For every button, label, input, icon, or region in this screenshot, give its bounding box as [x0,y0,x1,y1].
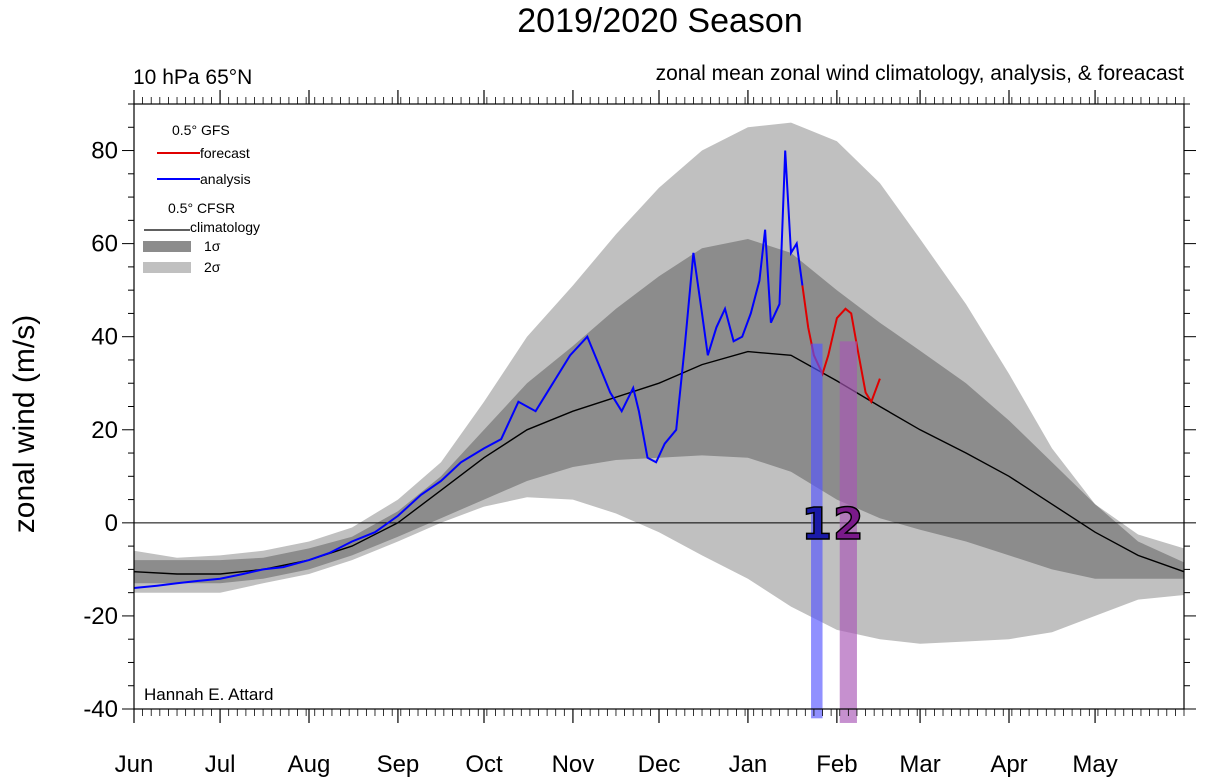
legend-analysis-label: analysis [200,171,251,187]
axis-ticks [122,90,1196,723]
x-tick-label: Jul [205,751,236,778]
y-tick-labels: 80 60 40 20 0 -20 -40 [83,138,118,723]
event-bars [811,341,857,723]
y-tick-label: 80 [91,138,118,165]
x-tick-label: Oct [465,751,503,778]
x-tick-label: Feb [816,751,857,778]
event-bar-1 [811,343,823,719]
event-bar-2 [839,341,857,723]
y-tick-label: 0 [105,510,118,537]
event-label-2: 2 [833,499,864,550]
x-tick-label: Mar [899,751,940,778]
x-tick-label: Apr [990,751,1027,778]
x-tick-label: Nov [552,751,595,778]
legend-sigma2-label: 2σ [204,259,221,275]
event-label-1: 1 [801,499,832,550]
x-tick-label: May [1072,751,1117,778]
x-tick-labels: Jun Jul Aug Sep Oct Nov Dec Jan Feb Mar Apr May [115,751,1118,778]
legend-gfs-header: 0.5° GFS [172,122,230,138]
level-label: 10 hPa 65°N [133,66,252,89]
x-tick-label: Jun [115,751,154,778]
analysis-line [133,150,804,589]
y-tick-label: 40 [91,324,118,351]
legend: 0.5° GFS forecast analysis 0.5° CFSR cli… [143,122,260,275]
legend-sigma1-swatch [143,241,191,252]
legend-climatology-label: climatology [190,219,260,235]
band-1-sigma [134,239,1184,584]
y-tick-label: 60 [91,231,118,258]
credit-label: Hannah E. Attard [144,685,273,704]
x-tick-label: Sep [377,751,420,778]
legend-cfsr-header: 0.5° CFSR [168,200,235,216]
legend-forecast-label: forecast [200,145,250,161]
y-axis-label: zonal wind (m/s) [8,315,41,533]
y-tick-label: 20 [91,417,118,444]
y-tick-label: -40 [83,696,118,723]
chart-subtitle: zonal mean zonal wind climatology, analy… [656,62,1185,85]
legend-sigma1-label: 1σ [204,238,221,254]
x-tick-label: Jan [729,751,768,778]
y-tick-label: -20 [83,603,118,630]
x-tick-label: Aug [288,751,331,778]
legend-sigma2-swatch [143,262,191,273]
chart-title: 2019/2020 Season [517,2,802,40]
x-tick-label: Dec [638,751,681,778]
